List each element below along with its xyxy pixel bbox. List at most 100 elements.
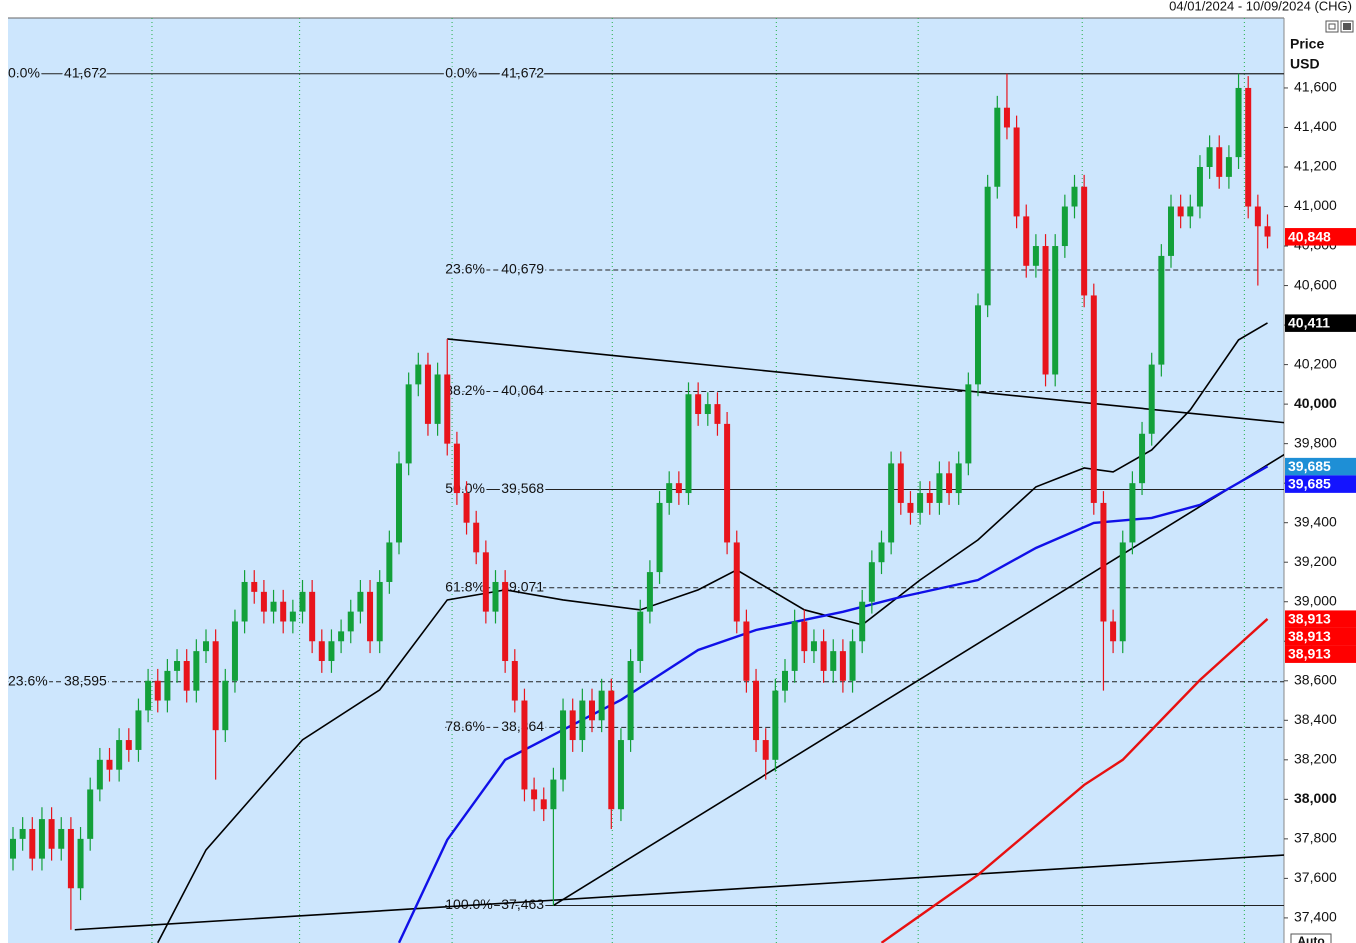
candle-body bbox=[241, 581, 248, 622]
candle-body bbox=[1139, 433, 1146, 484]
candle-body bbox=[917, 493, 924, 513]
candle-body bbox=[87, 789, 94, 839]
candle-body bbox=[1013, 127, 1020, 217]
chart-title: Daily DJ MNI($5) SEP24 bbox=[2, 0, 149, 13]
fib-percent: 38.2% bbox=[445, 382, 485, 398]
price-tag bbox=[1285, 457, 1356, 476]
fib-value: 40,679 bbox=[501, 261, 544, 277]
candle-body bbox=[1225, 157, 1232, 177]
candle-body bbox=[154, 680, 161, 701]
candle-body bbox=[116, 740, 123, 770]
candle-body bbox=[1187, 206, 1194, 217]
candle-body bbox=[174, 661, 181, 671]
plot-background bbox=[8, 18, 1284, 943]
trendline bbox=[552, 453, 1284, 907]
candle-body bbox=[646, 572, 653, 612]
candle-body bbox=[1110, 621, 1117, 642]
candle-body bbox=[1168, 206, 1174, 256]
y-tick-label: 40,200 bbox=[1294, 355, 1337, 371]
candle-body bbox=[48, 819, 55, 849]
axis-unit: USD bbox=[1290, 56, 1320, 72]
candle-body bbox=[810, 641, 817, 652]
candle-body bbox=[38, 819, 45, 859]
fib-value: 38,595 bbox=[64, 672, 107, 688]
candle-body bbox=[203, 641, 209, 652]
candle-body bbox=[1196, 166, 1203, 207]
candle-body bbox=[473, 522, 480, 553]
candle-body bbox=[77, 838, 84, 889]
candle-body bbox=[926, 493, 933, 503]
price-tag bbox=[1285, 314, 1356, 332]
candle-body bbox=[1119, 542, 1126, 642]
candle-body bbox=[231, 621, 238, 681]
candle-body bbox=[193, 651, 200, 691]
candle-body bbox=[955, 463, 962, 494]
candle-body bbox=[1129, 483, 1136, 543]
candle-body bbox=[145, 680, 152, 711]
candle-body bbox=[560, 710, 567, 780]
candle-body bbox=[396, 463, 402, 543]
candle-body bbox=[183, 661, 190, 691]
y-tick-label: 38,200 bbox=[1294, 751, 1337, 767]
candle-body bbox=[666, 483, 673, 503]
candle-body bbox=[289, 611, 296, 622]
candle-body bbox=[1245, 87, 1252, 207]
candle-body bbox=[164, 670, 171, 701]
scale-mode-button[interactable] bbox=[1290, 933, 1332, 943]
candle-body bbox=[367, 591, 374, 642]
candle-body bbox=[357, 591, 364, 612]
candle-body bbox=[675, 483, 682, 494]
candle-body bbox=[859, 601, 866, 642]
candle-body bbox=[415, 364, 422, 385]
fib-value: 41,672 bbox=[501, 64, 544, 80]
candle-body bbox=[975, 305, 981, 385]
candle-body bbox=[434, 374, 441, 424]
candle-body bbox=[1235, 87, 1242, 158]
candle-body bbox=[376, 581, 383, 642]
candle-body bbox=[1003, 107, 1010, 128]
candle-body bbox=[1100, 502, 1107, 622]
candle-body bbox=[878, 542, 885, 563]
axis-label: Price bbox=[1290, 36, 1324, 52]
y-tick-label: 39,400 bbox=[1294, 513, 1337, 529]
y-tick-label: 38,600 bbox=[1294, 671, 1337, 687]
candle-body bbox=[251, 581, 258, 592]
date-range: 04/01/2024 - 10/09/2024 (CHG) bbox=[1169, 0, 1352, 13]
candle-body bbox=[309, 591, 316, 642]
fib-percent: 100.0% bbox=[445, 896, 492, 912]
candle-body bbox=[10, 838, 16, 859]
candle-body bbox=[1090, 295, 1097, 503]
candle-body bbox=[125, 740, 132, 750]
window-button[interactable] bbox=[1325, 20, 1339, 33]
candle-body bbox=[29, 828, 36, 859]
overlay: 37,400 37,600 37,800 38,000 38,200 38,400 38,6… bbox=[1284, 79, 1356, 925]
candle-body bbox=[347, 611, 354, 632]
candle-body bbox=[984, 186, 991, 306]
candle-body bbox=[1061, 206, 1068, 247]
candle-body bbox=[1042, 246, 1049, 375]
plot-area: 0.0% 41,672 23.6% 38,595 0.0% 41,672 23.6% 40,6… bbox=[8, 18, 1284, 943]
candle-body bbox=[685, 394, 692, 494]
price-tag-label: 38,913 bbox=[1288, 611, 1331, 627]
price-tag-label: 40,848 bbox=[1288, 228, 1331, 244]
candle-body bbox=[782, 670, 788, 691]
candle-body bbox=[540, 799, 547, 810]
candle-body bbox=[260, 591, 267, 612]
price-tag bbox=[1285, 645, 1356, 663]
candle-body bbox=[19, 828, 26, 839]
candle-body bbox=[897, 463, 904, 503]
candle-body bbox=[849, 641, 856, 681]
candle-body bbox=[482, 552, 489, 612]
candle-body bbox=[96, 759, 103, 790]
candle-body bbox=[106, 759, 113, 770]
price-tag bbox=[1285, 228, 1356, 246]
candle-body bbox=[637, 611, 644, 662]
fib-percent: 78.6% bbox=[445, 718, 485, 734]
candle-body bbox=[1254, 206, 1261, 227]
y-tick-label: 41,000 bbox=[1294, 197, 1337, 213]
fib-percent: 61.8% bbox=[445, 578, 485, 594]
candle-body bbox=[627, 661, 634, 741]
candle-body bbox=[868, 562, 875, 602]
candle-body bbox=[907, 502, 914, 513]
